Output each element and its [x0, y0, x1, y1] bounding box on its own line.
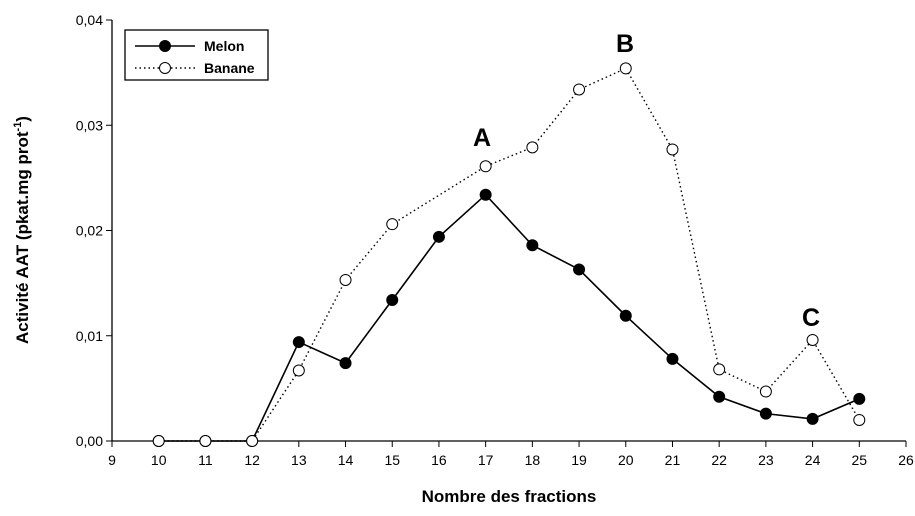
- y-tick-label: 0,01: [76, 328, 103, 344]
- data-point: [292, 364, 305, 377]
- data-point: [292, 336, 305, 349]
- x-tick-label: 10: [151, 452, 167, 468]
- x-tick-label: 26: [898, 452, 914, 468]
- data-point: [339, 273, 352, 286]
- legend-marker: [159, 40, 171, 52]
- legend-marker: [159, 62, 171, 74]
- y-axis-label-text: Activité AAT (pkat.mg prot: [13, 131, 32, 344]
- x-tick-label: 14: [338, 452, 354, 468]
- data-point: [759, 385, 772, 398]
- x-tick-label: 15: [384, 452, 400, 468]
- x-axis-label: Nombre des fractions: [422, 487, 597, 506]
- y-axis-label: Activité AAT (pkat.mg prot-1): [12, 116, 32, 344]
- y-tick-label: 0,03: [76, 117, 103, 133]
- y-tick-label: 0,00: [76, 433, 103, 449]
- x-tick-label: 24: [805, 452, 821, 468]
- data-point: [713, 390, 726, 403]
- data-point: [573, 263, 586, 276]
- annotation: B: [616, 30, 634, 58]
- x-tick-label: 12: [244, 452, 260, 468]
- data-point: [853, 392, 866, 405]
- x-tick-label: 25: [852, 452, 868, 468]
- annotation: C: [802, 304, 820, 332]
- data-point: [526, 141, 539, 154]
- data-point: [573, 83, 586, 96]
- x-tick-label: 22: [711, 452, 727, 468]
- data-point: [479, 160, 492, 173]
- x-tick-label: 20: [618, 452, 634, 468]
- data-point: [759, 407, 772, 420]
- data-point: [713, 363, 726, 376]
- data-point: [386, 293, 399, 306]
- data-point: [853, 413, 866, 426]
- x-tick-label: 11: [198, 452, 213, 468]
- data-point: [479, 188, 492, 201]
- data-point: [246, 435, 259, 447]
- data-point: [339, 357, 352, 370]
- x-tick-label: 19: [571, 452, 587, 468]
- y-axis-label-end: ): [13, 116, 32, 122]
- data-point: [152, 435, 165, 447]
- series-line: [158, 67, 860, 442]
- legend-label: Banane: [204, 60, 255, 76]
- series-line: [158, 193, 860, 442]
- data-point: [806, 412, 819, 425]
- data-point: [619, 62, 632, 75]
- x-tick-label: 13: [291, 452, 307, 468]
- data-point: [666, 352, 679, 365]
- y-axis-label-sup: -1: [12, 122, 24, 132]
- data-point: [386, 218, 399, 231]
- legend-label: Melon: [204, 38, 244, 54]
- data-point: [432, 230, 445, 243]
- annotation: A: [473, 124, 491, 152]
- x-tick-label: 21: [665, 452, 681, 468]
- data-point: [619, 309, 632, 322]
- legend-box: [124, 29, 269, 81]
- data-point: [199, 435, 212, 447]
- data-point: [666, 143, 679, 156]
- x-tick-label: 18: [525, 452, 541, 468]
- x-tick-label: 16: [431, 452, 447, 468]
- y-tick-label: 0,02: [76, 223, 103, 239]
- x-tick-label: 17: [478, 452, 494, 468]
- y-tick-label: 0,04: [76, 12, 103, 28]
- x-tick-label: 23: [758, 452, 774, 468]
- data-point: [526, 239, 539, 252]
- data-point: [806, 333, 819, 346]
- x-tick-label: 9: [108, 452, 116, 468]
